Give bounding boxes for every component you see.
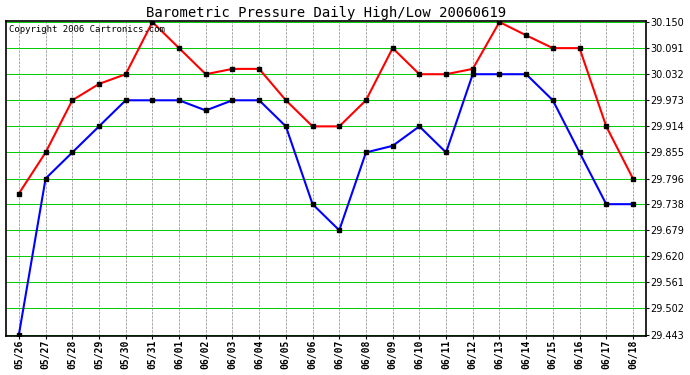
Title: Barometric Pressure Daily High/Low 20060619: Barometric Pressure Daily High/Low 20060… <box>146 6 506 20</box>
Text: Copyright 2006 Cartronics.com: Copyright 2006 Cartronics.com <box>9 26 165 34</box>
